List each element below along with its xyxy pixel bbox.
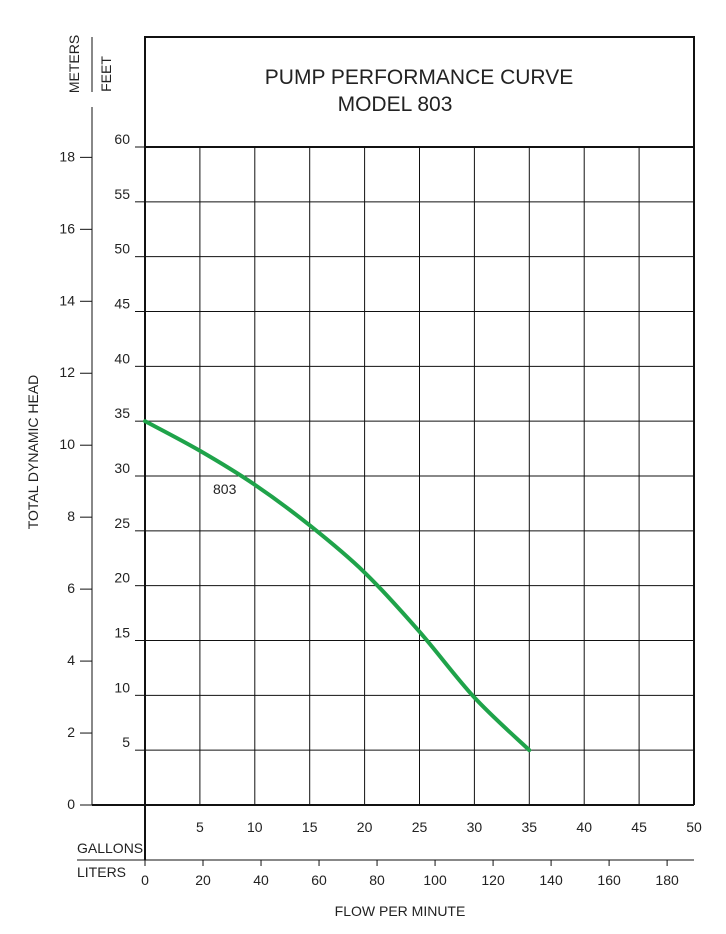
liters-tick-label: 140 [539,872,563,888]
liters-tick-label: 180 [655,872,679,888]
feet-tick-label: 15 [114,625,130,641]
liters-label: LITERS [77,864,126,880]
x-axis-title: FLOW PER MINUTE [335,903,466,919]
liters-tick-labels: 0 20 40 60 80 100 120 140 160 180 [141,860,679,888]
feet-tick-labels: 5 10 15 20 25 30 35 40 45 50 55 60 [114,131,145,751]
liters-tick-label: 60 [311,872,327,888]
meters-tick-label: 6 [67,580,75,596]
gallons-tick-label: 35 [522,819,538,835]
meters-tick-label: 12 [59,364,75,380]
feet-label: FEET [98,56,114,92]
chart-title: PUMP PERFORMANCE CURVE [265,66,573,89]
gallons-tick-label: 40 [576,819,592,835]
feet-tick-label: 25 [114,515,130,531]
feet-tick-label: 40 [114,350,130,366]
grid [92,146,695,860]
meters-tick-label: 4 [67,652,75,668]
meters-tick-label: 14 [59,292,75,308]
series-layer [143,419,532,753]
feet-tick-label: 10 [114,679,130,695]
liters-tick-label: 100 [423,872,447,888]
meters-tick-label: 2 [67,724,75,740]
meters-label: METERS [66,35,82,93]
gallons-tick-label: 10 [247,819,263,835]
series-line-803 [143,419,532,753]
meters-tick-label: 10 [59,436,75,452]
liters-tick-label: 120 [481,872,505,888]
gallons-label: GALLONS [77,840,143,856]
gallons-tick-label: 25 [412,819,428,835]
meters-tick-label: 18 [59,148,75,164]
gallons-tick-label: 30 [467,819,483,835]
gallons-tick-label: 5 [196,819,204,835]
liters-tick-label: 80 [369,872,385,888]
series-label-803: 803 [213,481,237,497]
gallons-tick-label: 15 [302,819,318,835]
chart-subtitle: MODEL 803 [338,93,453,116]
liters-tick-label: 20 [195,872,211,888]
feet-tick-label: 5 [122,734,130,750]
feet-tick-label: 45 [114,296,130,312]
feet-tick-label: 30 [114,460,130,476]
liters-tick-label: 160 [597,872,621,888]
liters-tick-label: 40 [253,872,269,888]
feet-tick-label: 50 [114,241,130,257]
feet-tick-label: 60 [114,131,130,147]
feet-tick-label: 35 [114,405,130,421]
meters-axis: 0 2 4 6 8 10 12 14 16 18 [59,107,93,812]
gallons-tick-labels: 5 10 15 20 25 30 35 40 45 50 [196,819,702,835]
gallons-tick-label: 20 [357,819,373,835]
meters-tick-label: 16 [59,220,75,236]
title-box [144,36,695,148]
feet-tick-label: 55 [114,186,130,202]
y-axis-title: TOTAL DYNAMIC HEAD [25,375,41,530]
liters-tick-label: 0 [141,872,149,888]
feet-tick-label: 20 [114,570,130,586]
meters-tick-label: 0 [67,796,75,812]
gallons-tick-label: 50 [686,819,702,835]
gallons-tick-label: 45 [631,819,647,835]
meters-tick-label: 8 [67,508,75,524]
